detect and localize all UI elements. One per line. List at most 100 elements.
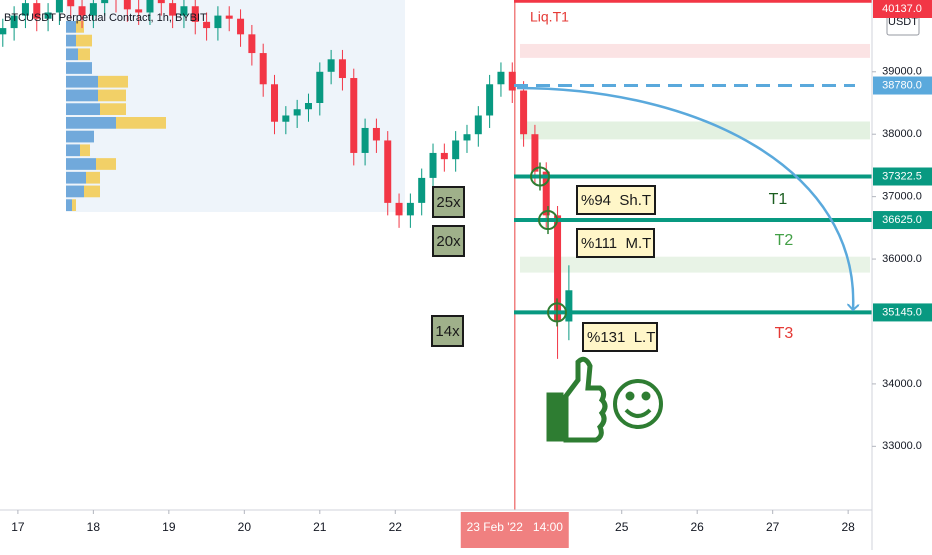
profile-sell [76,21,84,33]
price-label-box [873,303,932,322]
price-label-box [873,0,932,18]
candle-body [146,0,154,13]
candle-body [304,102,312,110]
zone [520,121,870,140]
candle-body [531,134,539,172]
leverage-label: 14x [435,323,460,340]
liq-label: Liq.T1 [530,9,569,25]
crosshair-label-box [460,512,569,548]
candle-body [486,84,494,116]
profile-buy [66,199,72,211]
candle-body [282,115,290,122]
profile-buy [66,117,116,129]
profile-buy [66,62,92,74]
smiley-icon [613,379,663,429]
profile-sell [98,89,126,102]
leverage-box [432,225,465,257]
target-box [576,185,656,215]
candle-body [55,0,63,13]
profile-buy [66,103,100,115]
target-box [582,322,658,352]
x-tick-label: 17 [11,520,25,534]
zone [520,256,870,273]
zone [520,43,870,58]
profile-sell [78,48,90,61]
x-tick-label: 20 [238,520,252,534]
x-tick-label: 27 [766,520,780,534]
price-label: 40137.0 [882,3,922,15]
candle-body [418,177,426,203]
price-label-box [873,167,932,186]
leverage-label: 20x [436,233,461,250]
candle-body [452,140,460,160]
candle-body [350,78,358,153]
chart-title: BTCUSDT Perpetual Contract, 1h, BYBIT [4,12,207,24]
candle-body [203,21,211,29]
candle-body [361,127,369,153]
candle-body [78,6,86,16]
profile-buy [66,75,98,88]
candle-body [508,71,516,91]
price-label: 36625.0 [882,214,922,226]
profile-sell [84,185,100,198]
profile-sell [116,117,166,129]
candle-body [497,71,505,85]
y-tick-label: 37000.0 [882,191,922,203]
candle-body [157,0,165,4]
candle-body [123,0,131,10]
y-tick-label: 36000.0 [882,253,922,265]
y-tick-label: 33000.0 [882,440,922,452]
price-label: 35145.0 [882,306,922,318]
plot-area [0,0,872,510]
candle-body [406,202,414,216]
leverage-label: 25x [436,194,461,211]
profile-buy [66,21,76,33]
target-name: T1 [769,191,788,208]
profile-buy [66,171,86,184]
profile-buy [66,34,76,47]
leverage-box [432,186,465,218]
profile-buy [66,144,80,157]
profile-sell [86,171,100,184]
candle-body [338,59,346,79]
candle-body [44,12,52,19]
leverage-box [431,315,464,347]
candle-body [395,202,403,216]
profile-buy [66,89,98,102]
candle-body [0,28,7,35]
target-name: T3 [775,325,794,342]
target-box [576,228,655,258]
candle-body [565,290,573,322]
candle-body [327,59,335,72]
candle-body [191,6,199,22]
profile-sell [76,34,92,47]
price-label: 38780.0 [882,79,922,91]
candle-body [293,109,301,116]
target-label: %111 M.T [581,235,651,252]
thumbs-up-icon [546,356,608,443]
currency: USDT [888,16,918,28]
candle-body [440,152,448,160]
y-tick-label: 38000.0 [882,128,922,140]
candle-body [316,71,324,103]
y-tick-label: 34000.0 [882,378,922,390]
candle-body [225,15,233,19]
candle-body [429,152,437,178]
profile-buy [66,185,84,198]
candle-body [248,34,256,54]
candle-body [463,134,471,141]
profile-sell [98,75,128,88]
profile-sell [80,144,90,157]
candle-body [135,9,143,13]
crosshair-label: 23 Feb '22 14:00 [467,520,564,534]
candle-body [237,18,245,35]
x-tick-label: 26 [691,520,705,534]
x-tick-label: 21 [313,520,327,534]
profile-buy [66,130,94,143]
candle-body [180,6,188,16]
candle-body [21,3,29,16]
candle-body [384,140,392,203]
